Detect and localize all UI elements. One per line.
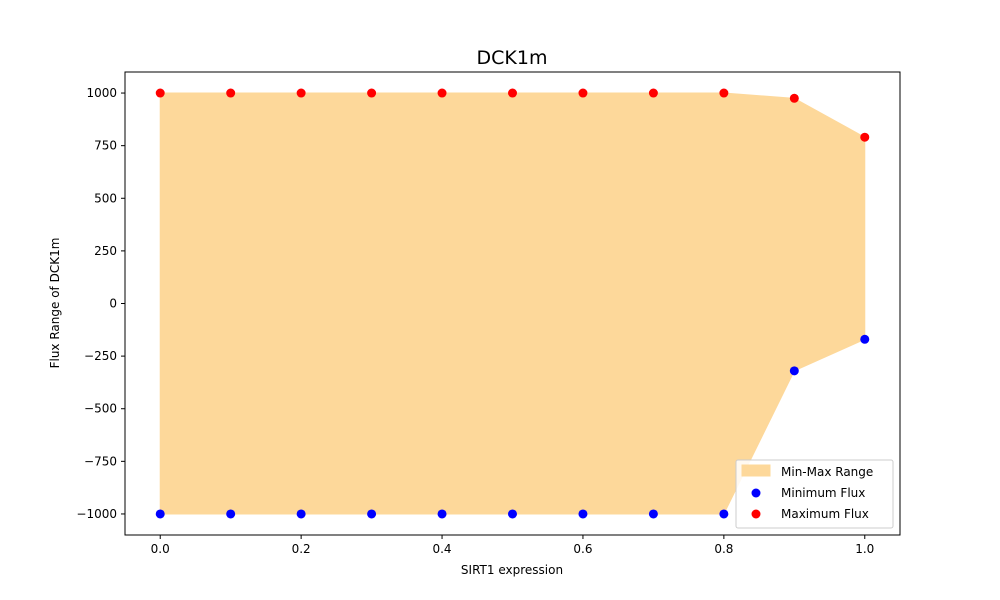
x-axis: 0.0 0.2 0.4 0.6 0.8 1.0	[151, 535, 874, 556]
minimum-flux-point	[789, 366, 799, 376]
plot-area	[155, 88, 870, 519]
legend-label-minimum-flux: Minimum Flux	[781, 486, 865, 500]
y-tick-label: 0	[109, 297, 117, 311]
x-tick-label: 0.2	[292, 542, 311, 556]
maximum-flux-point	[155, 88, 165, 98]
maximum-flux-point	[578, 88, 588, 98]
y-tick-label: 250	[94, 244, 117, 258]
maximum-flux-point	[719, 88, 729, 98]
legend-box	[735, 459, 894, 529]
minimum-flux-point	[578, 509, 588, 519]
maximum-flux-point	[296, 88, 306, 98]
maximum-flux-point	[789, 93, 799, 103]
x-tick-label: 0.6	[573, 542, 592, 556]
minimum-flux-point	[367, 509, 377, 519]
chart-title: DCK1m	[477, 47, 548, 69]
legend-marker-maximum-flux	[751, 509, 761, 519]
y-tick-label: −250	[84, 349, 117, 363]
x-tick-label: 0.0	[151, 542, 170, 556]
minimum-flux-point	[437, 509, 447, 519]
legend-label-maximum-flux: Maximum Flux	[781, 507, 869, 521]
x-tick-label: 0.4	[432, 542, 451, 556]
legend-swatch-min-max-range	[741, 464, 771, 477]
maximum-flux-point	[860, 132, 870, 142]
maximum-flux-point	[437, 88, 447, 98]
x-tick-label: 1.0	[855, 542, 874, 556]
minimum-flux-point	[155, 509, 165, 519]
y-tick-label: 750	[94, 139, 117, 153]
maximum-flux-point	[648, 88, 658, 98]
legend-label-min-max-range: Min-Max Range	[781, 465, 873, 479]
minimum-flux-point	[860, 334, 870, 344]
legend: Min-Max Range Minimum Flux Maximum Flux	[735, 459, 894, 529]
y-tick-label: 500	[94, 191, 117, 205]
x-axis-label: SIRT1 expression	[461, 563, 563, 577]
y-tick-label: 1000	[86, 86, 117, 100]
y-axis: 1000 750 500 250 0 −250 −500 −750 −1000	[76, 86, 125, 521]
minimum-flux-point	[296, 509, 306, 519]
minimum-flux-point	[648, 509, 658, 519]
minimum-flux-point	[719, 509, 729, 519]
minimum-flux-point	[508, 509, 517, 519]
maximum-flux-point	[226, 88, 236, 98]
x-tick-label: 0.8	[714, 542, 733, 556]
maximum-flux-point	[508, 88, 517, 98]
y-axis-label: Flux Range of DCK1m	[48, 238, 62, 369]
y-tick-label: −500	[84, 402, 117, 416]
maximum-flux-point	[367, 88, 377, 98]
min-max-range-band	[159, 92, 866, 515]
minimum-flux-point	[226, 509, 236, 519]
y-tick-label: −750	[84, 454, 117, 468]
legend-marker-minimum-flux	[751, 488, 761, 498]
y-tick-label: −1000	[76, 507, 117, 521]
